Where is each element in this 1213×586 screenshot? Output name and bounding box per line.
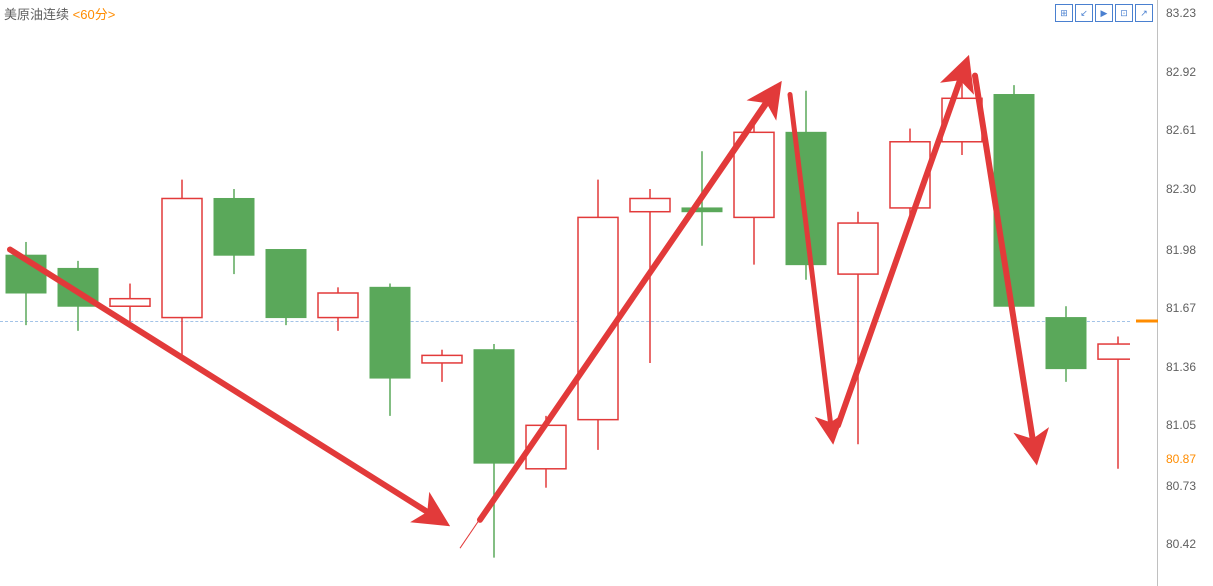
current-price-marker (1136, 320, 1158, 323)
tool-grid-icon[interactable]: ⊡ (1115, 4, 1133, 22)
y-tick-label: 80.42 (1166, 537, 1196, 551)
y-axis: 83.23 82.92 82.61 82.30 81.98 81.67 81.36 81.05… (1157, 0, 1213, 586)
candles-layer (0, 0, 1130, 586)
y-tick-label: 82.92 (1166, 65, 1196, 79)
y-tick-label: 80.87 (1166, 452, 1196, 466)
y-tick-label: 81.67 (1166, 301, 1196, 315)
y-tick-label: 80.73 (1166, 479, 1196, 493)
y-tick-label: 82.61 (1166, 123, 1196, 137)
chart-title: 美原油连续 <60分> (4, 4, 115, 23)
tool-play-icon[interactable]: ▶ (1095, 4, 1113, 22)
candlestick-chart: 美原油连续 <60分> ⊞ ↙ ▶ ⊡ ↗ 83.23 82.92 82.61 82.… (0, 0, 1213, 586)
y-tick-label: 81.98 (1166, 243, 1196, 257)
y-tick-label: 81.36 (1166, 360, 1196, 374)
tool-zoomout-icon[interactable]: ↙ (1075, 4, 1093, 22)
timeframe-label: <60分> (73, 7, 116, 22)
y-tick-label: 81.05 (1166, 418, 1196, 432)
chart-toolbar: ⊞ ↙ ▶ ⊡ ↗ (1055, 4, 1153, 22)
plot-area[interactable] (0, 0, 1130, 586)
y-tick-label: 83.23 (1166, 6, 1196, 20)
y-tick-label: 82.30 (1166, 182, 1196, 196)
tool-crosshair-icon[interactable]: ⊞ (1055, 4, 1073, 22)
tool-zoomin-icon[interactable]: ↗ (1135, 4, 1153, 22)
symbol-name: 美原油连续 (4, 7, 69, 22)
